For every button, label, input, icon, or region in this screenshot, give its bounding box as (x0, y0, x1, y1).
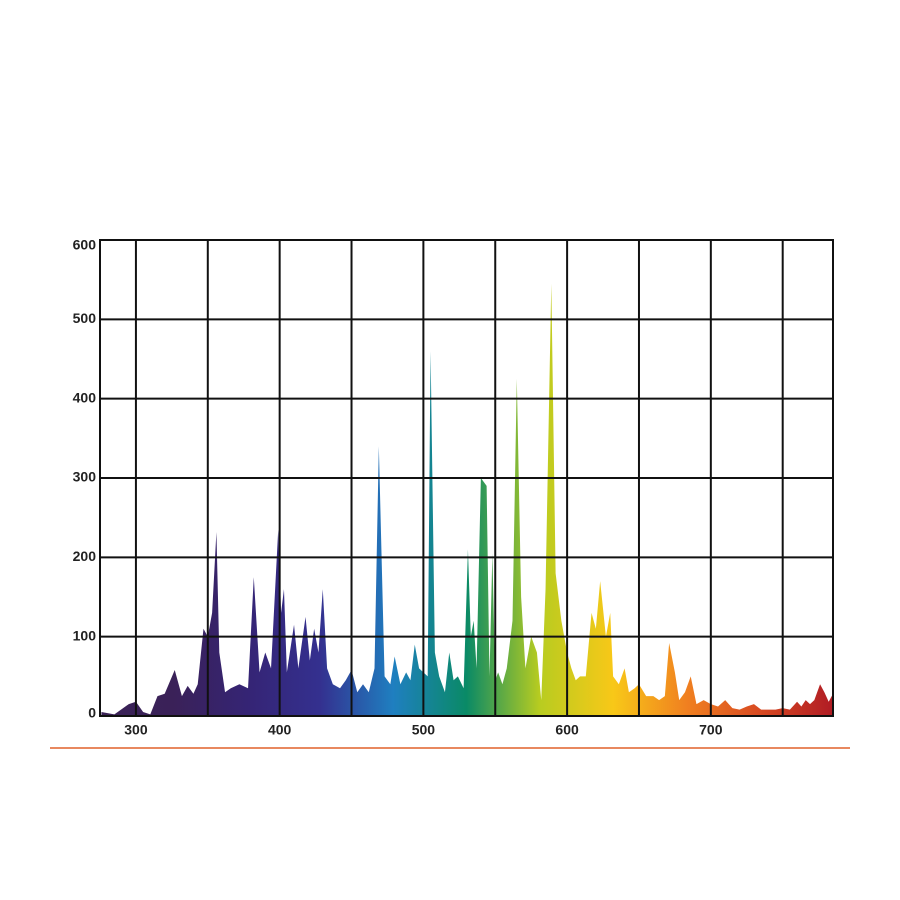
y-tick-label: 600 (73, 237, 97, 253)
y-tick-label: 400 (73, 389, 97, 405)
y-tick-label: 300 (73, 469, 97, 485)
x-tick-label: 700 (699, 722, 723, 738)
spectrum-area (101, 283, 833, 716)
y-tick-label: 0 (88, 705, 96, 721)
x-tick-label: 500 (412, 722, 436, 738)
y-tick-label: 100 (73, 627, 97, 643)
y-tick-label: 500 (73, 310, 97, 326)
x-tick-label: 400 (268, 722, 292, 738)
y-tick-label: 200 (73, 548, 97, 564)
x-tick-label: 600 (555, 722, 579, 738)
x-tick-label: 300 (124, 722, 148, 738)
plot-frame (99, 239, 834, 717)
